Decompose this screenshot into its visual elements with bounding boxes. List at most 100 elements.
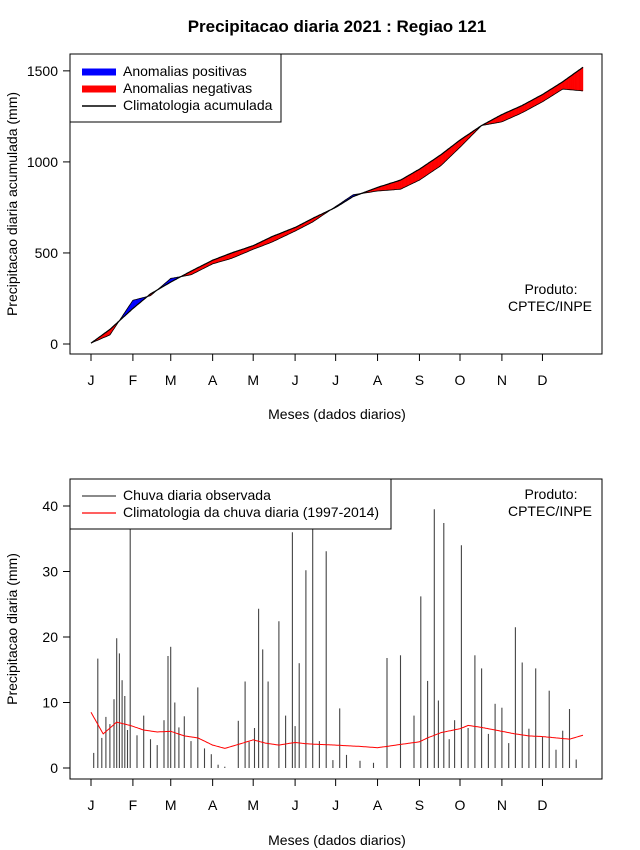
y-tick-label: 500 xyxy=(35,245,59,261)
negative-anomaly-segment xyxy=(501,113,504,123)
x-tick-label: A xyxy=(208,372,218,388)
negative-anomaly-segment xyxy=(431,159,434,173)
x-axis-label: Meses (dados diarios) xyxy=(268,832,406,848)
daily-precipitation-chart: 0 10 20 30 40 J F M A M J J A S O N D Meses (dados diar… xyxy=(4,478,603,848)
credit-line-1: Produto: xyxy=(525,486,578,502)
x-tick-label: A xyxy=(208,797,218,813)
negative-anomaly-segment xyxy=(423,165,426,178)
negative-anomaly-segment xyxy=(434,157,436,171)
y-axis-label: Precipitacao diaria acumulada (mm) xyxy=(4,92,20,316)
legend-climatology-label: Climatologia da chuva diaria (1997-2014) xyxy=(123,504,379,520)
negative-anomaly-segment xyxy=(413,171,416,184)
negative-anomaly-segment xyxy=(442,152,444,165)
negative-anomaly-segment xyxy=(426,163,428,176)
legend-box xyxy=(69,478,392,530)
negative-anomaly-segment xyxy=(581,66,584,92)
credit-line-1: Produto: xyxy=(525,281,578,297)
legend: Anomalias positivas Anomalias negativas … xyxy=(69,53,282,123)
x-tick-label: J xyxy=(292,797,299,813)
x-tick-label: N xyxy=(497,797,507,813)
y-axis: 0 10 20 30 40 xyxy=(42,498,71,776)
chart-title: Precipitacao diaria 2021 : Regiao 121 xyxy=(188,17,487,36)
negative-anomaly-segment xyxy=(408,174,411,186)
negative-anomaly-segment xyxy=(389,182,392,191)
y-tick-label: 30 xyxy=(42,564,58,580)
climatology-accumulated-line xyxy=(90,66,584,344)
accumulated-precipitation-chart: Precipitacao diaria 2021 : Regiao 121 0 5… xyxy=(4,17,603,422)
legend: Chuva diaria observada Climatologia da c… xyxy=(69,478,392,530)
y-tick-label: 0 xyxy=(50,760,58,776)
credit-line-2: CPTEC/INPE xyxy=(508,503,592,519)
x-tick-label: M xyxy=(247,372,259,388)
negative-anomaly-segment xyxy=(573,72,576,91)
climatology-daily-line xyxy=(90,712,584,749)
negative-anomaly-segment xyxy=(512,108,515,118)
x-tick-label: J xyxy=(292,372,299,388)
x-tick-label: J xyxy=(332,372,339,388)
negative-anomaly-segment xyxy=(392,182,394,191)
x-tick-label: F xyxy=(129,372,138,388)
negative-anomaly-segment xyxy=(400,178,403,190)
credit-line-2: CPTEC/INPE xyxy=(508,298,592,314)
x-tick-label: A xyxy=(373,372,383,388)
negative-anomaly-segment xyxy=(405,175,408,187)
negative-anomaly-segment xyxy=(411,172,413,185)
negative-anomaly-segment xyxy=(428,161,431,175)
legend-observed-label: Chuva diaria observada xyxy=(123,487,271,503)
negative-anomaly-segment xyxy=(403,177,405,189)
y-tick-label: 1000 xyxy=(27,154,58,170)
x-tick-label: M xyxy=(165,797,177,813)
negative-anomaly-segment xyxy=(444,150,447,163)
x-tick-label: N xyxy=(497,372,507,388)
negative-anomaly-segment xyxy=(567,76,570,90)
negative-anomaly-segment xyxy=(420,167,423,180)
negative-anomaly-segment xyxy=(439,154,442,167)
negative-anomaly-segment xyxy=(515,107,517,117)
y-tick-label: 20 xyxy=(42,629,58,645)
y-tick-label: 10 xyxy=(42,695,58,711)
negative-anomaly-segment xyxy=(576,70,578,91)
x-tick-label: O xyxy=(455,797,466,813)
negative-anomaly-segment xyxy=(507,111,509,120)
negative-anomaly-segment xyxy=(416,169,419,182)
x-tick-label: D xyxy=(537,797,547,813)
y-tick-label: 40 xyxy=(42,498,58,514)
negative-anomaly-segment xyxy=(517,106,520,115)
y-axis-label: Precipitacao diaria (mm) xyxy=(4,553,20,705)
x-tick-label: S xyxy=(415,372,424,388)
negative-anomaly-segment xyxy=(504,112,507,121)
x-tick-label: S xyxy=(415,797,424,813)
legend-positive-label: Anomalias positivas xyxy=(123,63,247,79)
y-tick-label: 1500 xyxy=(27,63,58,79)
x-tick-label: J xyxy=(88,797,95,813)
climatology-line xyxy=(90,712,584,749)
y-axis: 0 500 1000 1500 xyxy=(27,63,71,352)
negative-anomaly-segment xyxy=(394,181,397,190)
observed-accumulated-line xyxy=(90,88,584,344)
negative-anomaly-segment xyxy=(397,180,400,190)
x-tick-label: D xyxy=(537,372,547,388)
legend-climatology-label: Climatologia acumulada xyxy=(123,97,273,113)
negative-anomaly-segment xyxy=(570,74,573,91)
x-tick-label: O xyxy=(455,372,466,388)
x-tick-label: A xyxy=(373,797,383,813)
x-tick-label: M xyxy=(165,372,177,388)
x-tick-label: M xyxy=(247,797,259,813)
negative-anomaly-segment xyxy=(520,105,523,114)
negative-anomaly-segment xyxy=(578,68,581,91)
x-tick-label: F xyxy=(129,797,138,813)
y-tick-label: 0 xyxy=(50,336,58,352)
negative-anomaly-segment xyxy=(509,109,512,119)
negative-anomaly-segment xyxy=(417,168,420,182)
x-tick-label: J xyxy=(332,797,339,813)
x-axis-label: Meses (dados diarios) xyxy=(268,406,406,422)
x-tick-label: J xyxy=(88,372,95,388)
observed-bars xyxy=(93,509,577,768)
negative-anomaly-segment xyxy=(565,78,567,90)
accumulated-lines xyxy=(90,66,584,344)
negative-anomaly-segment xyxy=(436,156,439,169)
legend-negative-label: Anomalias negativas xyxy=(123,80,252,96)
